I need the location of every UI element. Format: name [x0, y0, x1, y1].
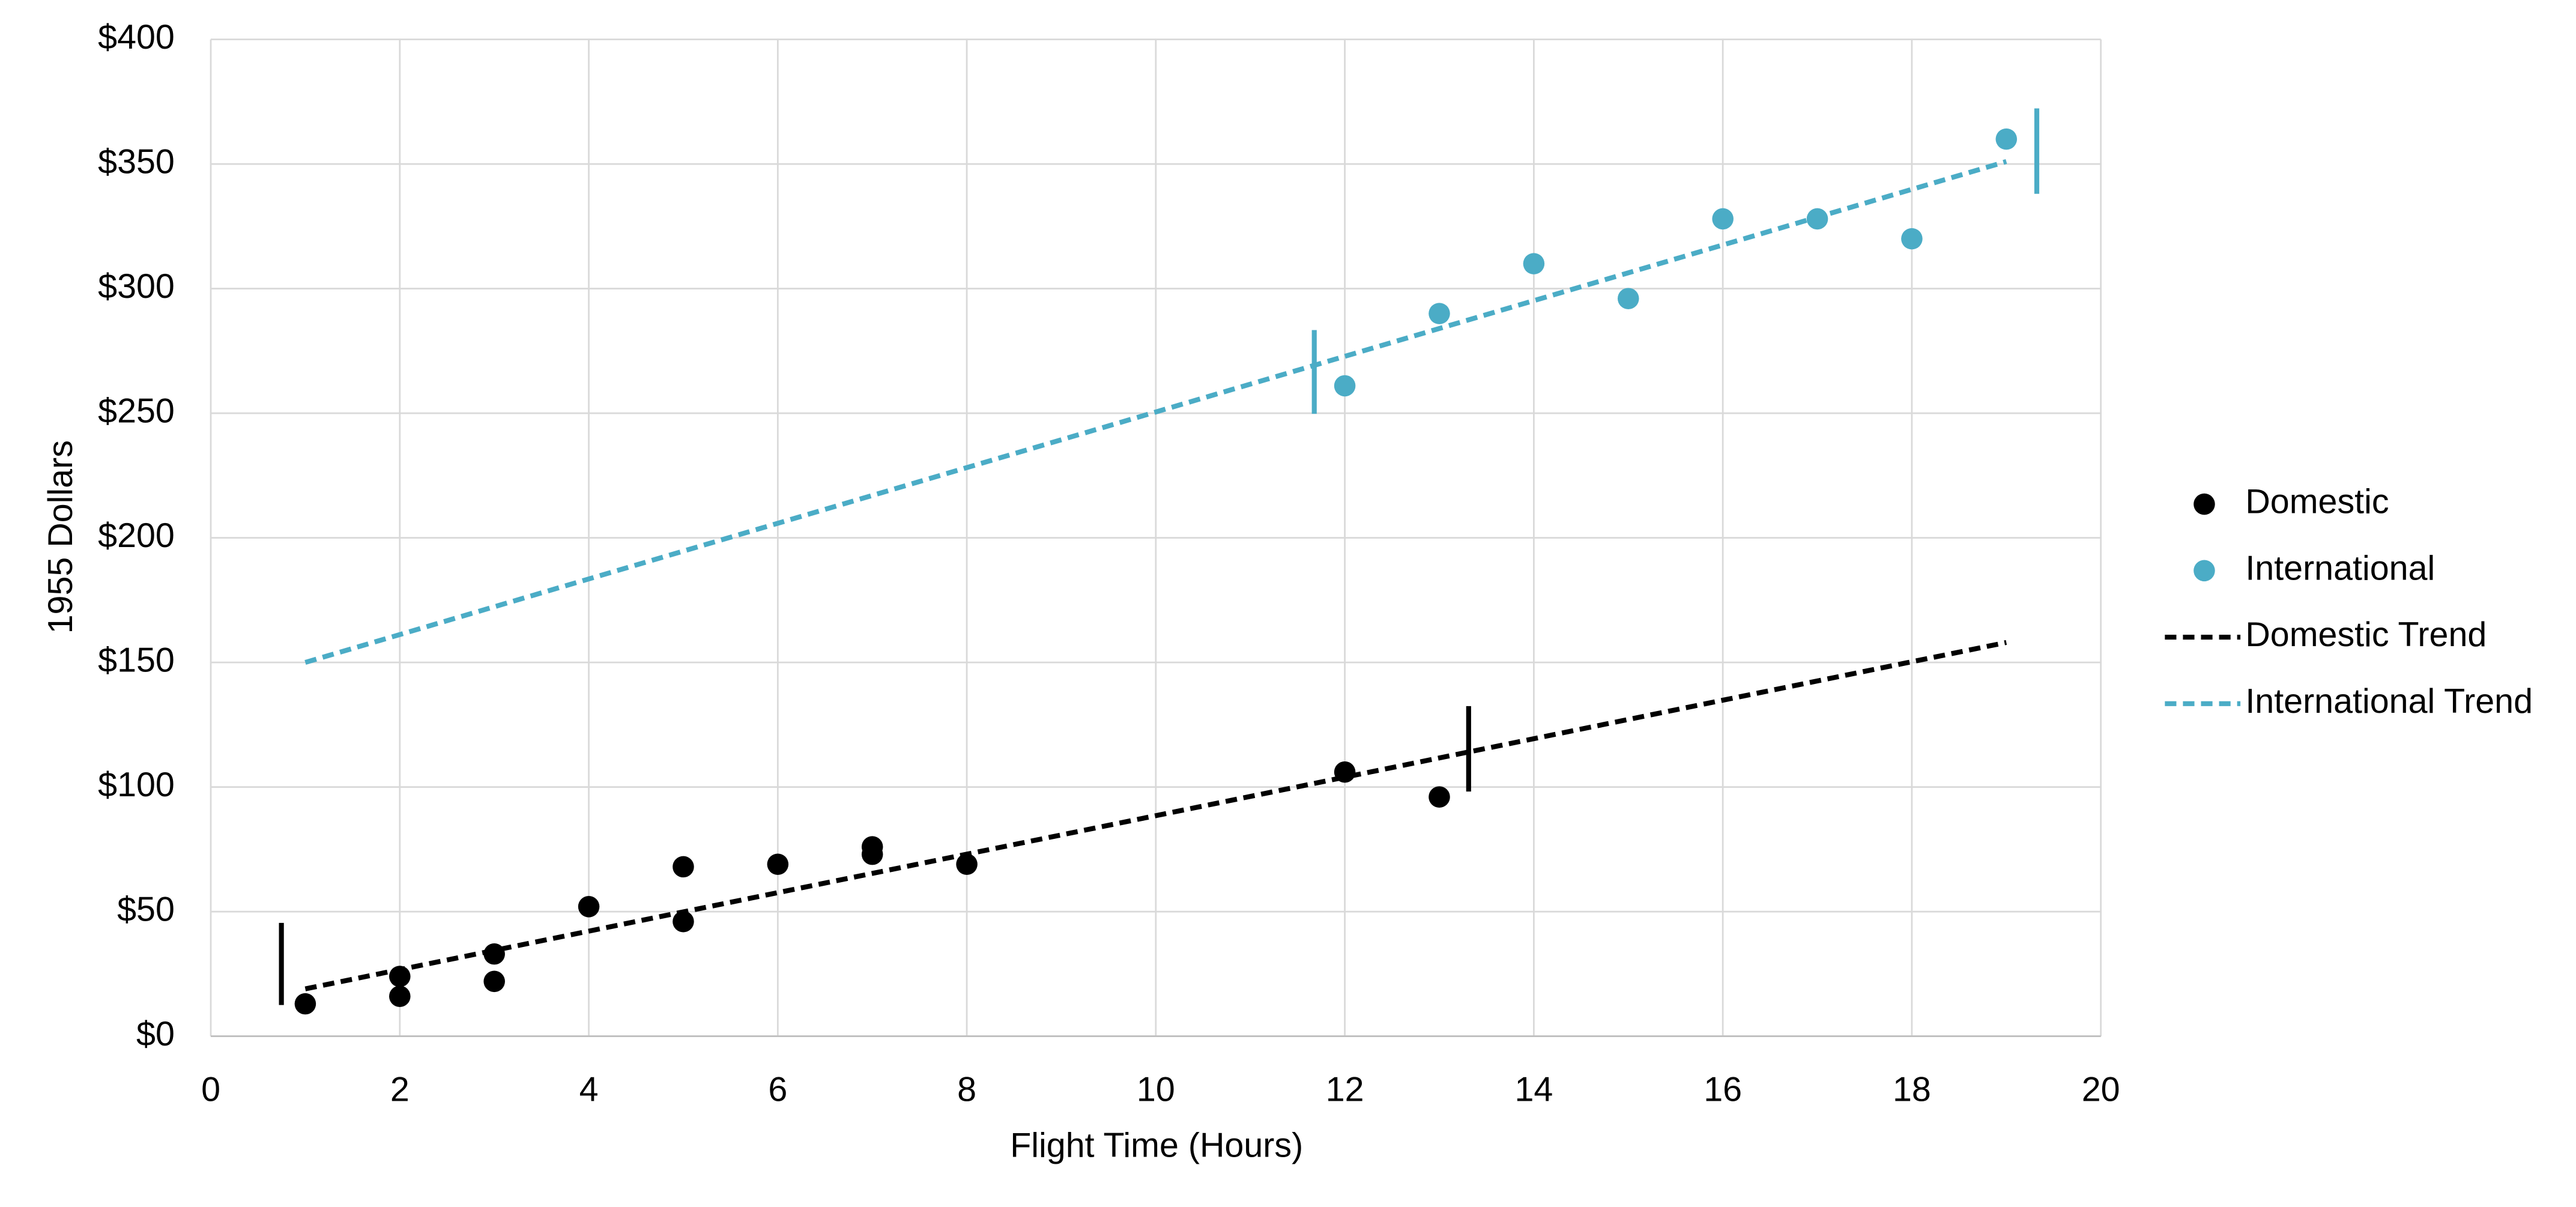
y-tick-label: $250: [98, 392, 175, 430]
y-tick-label: $300: [98, 267, 175, 306]
plot-area: [210, 38, 2102, 1037]
data-point: [1429, 303, 1450, 324]
data-point: [483, 970, 505, 993]
data-point: [956, 853, 978, 876]
x-tick-label: 20: [2082, 1071, 2120, 1109]
data-point: [389, 985, 411, 1007]
x-tick-label: 2: [390, 1071, 410, 1109]
data-point: [1523, 253, 1545, 274]
data-point: [1995, 128, 2018, 150]
y-tick-label: $200: [98, 516, 175, 555]
y-tick-label: $150: [98, 641, 175, 679]
x-tick-label: 6: [768, 1071, 787, 1109]
data-point: [673, 856, 694, 878]
data-point: [1429, 786, 1450, 808]
y-tick-label: $400: [98, 18, 175, 56]
y-tick-label: $50: [117, 890, 175, 928]
x-tick-label: 12: [1326, 1071, 1364, 1109]
x-tick-label: 10: [1137, 1071, 1175, 1109]
data-point: [861, 843, 883, 865]
x-tick-label: 14: [1514, 1071, 1553, 1109]
legend-label: International: [2245, 549, 2435, 587]
legend-marker: [2194, 560, 2215, 582]
data-point: [294, 993, 316, 1015]
data-point: [673, 910, 694, 933]
x-tick-label: 8: [957, 1071, 976, 1109]
legend-marker: [2194, 493, 2215, 515]
trend-line: [304, 640, 2007, 991]
y-tick-label: $100: [98, 766, 175, 804]
legend-label: Domestic Trend: [2245, 616, 2487, 654]
legend-label: International Trend: [2245, 682, 2533, 721]
data-point: [483, 943, 505, 965]
data-point: [578, 896, 600, 918]
y-tick-label: $350: [98, 142, 175, 181]
legend-label: Domestic: [2245, 483, 2389, 521]
data-point: [1901, 228, 1923, 250]
x-axis-title: Flight Time (Hours): [1010, 1127, 1303, 1165]
y-axis-title: 1955 Dollars: [41, 440, 80, 634]
x-tick-label: 18: [1893, 1071, 1931, 1109]
range-markers: [279, 108, 2040, 1005]
data-point: [1712, 208, 1734, 230]
x-tick-label: 16: [1704, 1071, 1742, 1109]
data-point: [1334, 375, 1356, 397]
trend-line: [304, 159, 2007, 665]
data-point: [1617, 288, 1639, 309]
x-tick-label: 0: [201, 1071, 220, 1109]
data-point: [767, 853, 789, 876]
x-tick-label: 4: [579, 1071, 599, 1109]
y-tick-label: $0: [136, 1015, 175, 1053]
